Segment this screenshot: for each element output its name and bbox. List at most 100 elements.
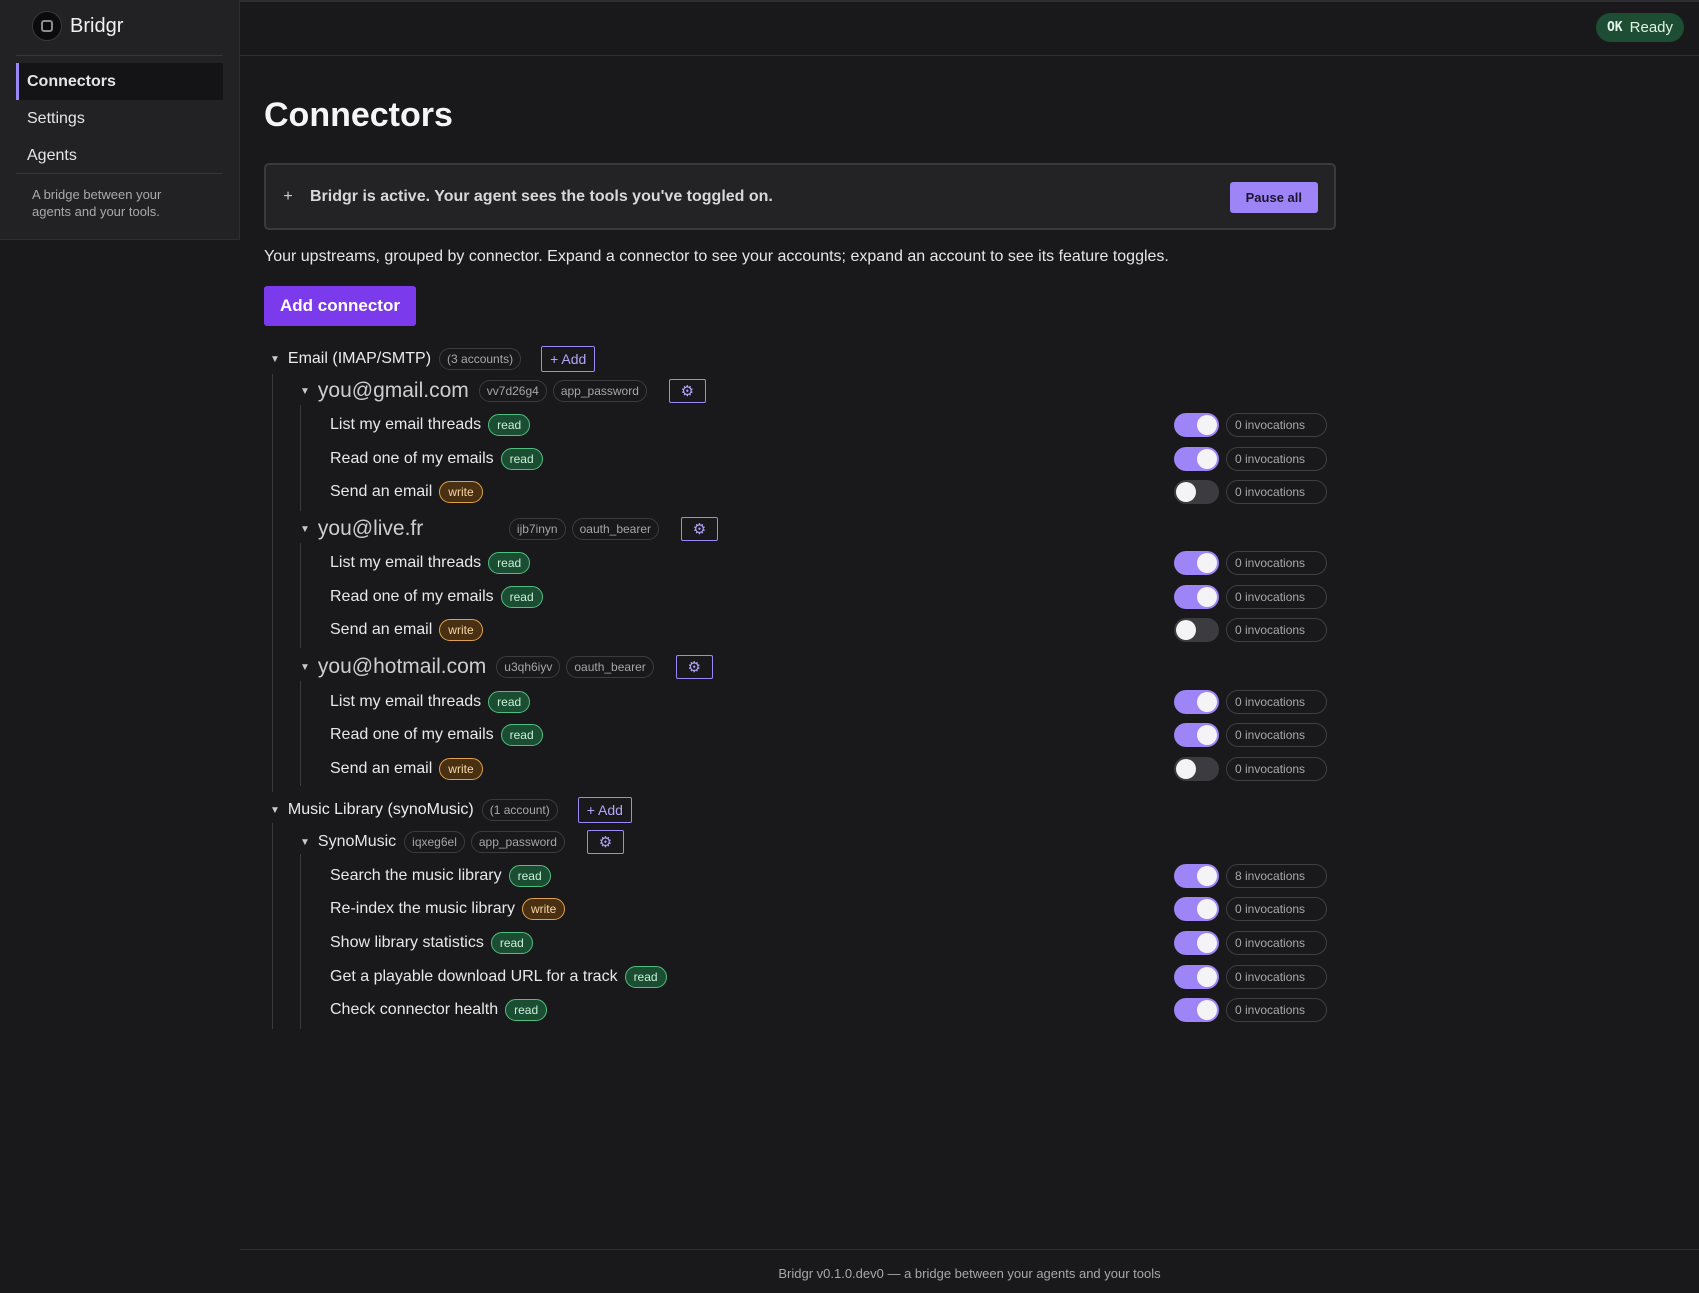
- gear-icon[interactable]: ⚙: [675, 655, 713, 679]
- status-banner: + Bridgr is active. Your agent sees the …: [264, 163, 1336, 230]
- footer: Bridgr v0.1.0.dev0 — a bridge between yo…: [778, 1266, 1161, 1281]
- feature-row: Send an email write: [330, 480, 483, 504]
- feature-toggle[interactable]: [1174, 551, 1219, 575]
- feature-row: List my email threads read: [330, 551, 531, 575]
- brand[interactable]: Bridgr: [32, 10, 123, 42]
- sidebar-divider: [16, 173, 223, 174]
- caret-down-icon[interactable]: ▼: [300, 661, 310, 673]
- auth-type-chip: oauth_bearer: [571, 518, 659, 540]
- gear-icon[interactable]: ⚙: [586, 830, 624, 854]
- feature-label: Get a playable download URL for a track: [330, 968, 618, 985]
- feature-toggle[interactable]: [1174, 413, 1219, 437]
- invocations-badge: 0 invocations: [1226, 965, 1327, 989]
- caret-down-icon[interactable]: ▼: [300, 385, 310, 397]
- feature-label: Send an email: [330, 621, 433, 638]
- auth-type-chip: app_password: [470, 831, 565, 853]
- feature-toggle[interactable]: [1174, 585, 1219, 609]
- tree-line: [272, 823, 273, 1029]
- status-badge: OK Ready: [1595, 13, 1684, 42]
- account-row-hotmail: ▼ you@hotmail.com u3qh6iyv oauth_bearer …: [300, 652, 713, 682]
- intro-text: Your upstreams, grouped by connector. Ex…: [264, 248, 1169, 265]
- add-connector-button[interactable]: Add connector: [264, 286, 416, 326]
- connector-label[interactable]: Email (IMAP/SMTP): [287, 350, 432, 367]
- sidebar-item-settings[interactable]: Settings: [16, 100, 223, 137]
- connector-row-email: ▼ Email (IMAP/SMTP) (3 accounts) + Add: [270, 345, 596, 373]
- feature-label: Re-index the music library: [330, 900, 515, 917]
- banner-text: Bridgr is active. Your agent sees the to…: [310, 187, 773, 205]
- auth-type-chip: oauth_bearer: [566, 656, 654, 678]
- feature-toggle[interactable]: [1174, 864, 1219, 888]
- feature-row: Check connector health read: [330, 998, 548, 1022]
- account-count-badge: (1 account): [481, 799, 558, 821]
- invocations-badge: 0 invocations: [1226, 998, 1327, 1022]
- feature-toggle[interactable]: [1174, 690, 1219, 714]
- account-id-chip: ijb7inyn: [508, 518, 566, 540]
- gear-icon[interactable]: ⚙: [681, 517, 718, 541]
- feature-toggle[interactable]: [1174, 757, 1219, 781]
- read-badge: read: [488, 691, 531, 713]
- feature-toggle[interactable]: [1174, 723, 1219, 747]
- auth-type-chip: app_password: [552, 380, 647, 402]
- add-account-button[interactable]: + Add: [541, 346, 596, 372]
- sidebar-item-agents[interactable]: Agents: [16, 137, 223, 174]
- read-badge: read: [508, 865, 551, 887]
- sidebar-item-label: Connectors: [27, 72, 116, 90]
- feature-label: Send an email: [330, 483, 433, 500]
- sidebar-tagline: A bridge between your agents and your to…: [32, 187, 162, 219]
- feature-row: Show library statistics read: [330, 931, 533, 955]
- feature-label: List my email threads: [330, 416, 482, 433]
- feature-toggle[interactable]: [1174, 897, 1219, 921]
- invocations-badge: 0 invocations: [1226, 447, 1327, 471]
- read-badge: read: [500, 724, 543, 746]
- feature-toggle[interactable]: [1174, 618, 1219, 642]
- caret-down-icon[interactable]: ▼: [270, 804, 280, 816]
- feature-toggle[interactable]: [1174, 965, 1219, 989]
- bridgr-logo-icon: [32, 11, 62, 41]
- account-label[interactable]: you@hotmail.com: [317, 655, 487, 678]
- add-account-button[interactable]: + Add: [577, 797, 632, 823]
- invocations-badge: 0 invocations: [1226, 480, 1327, 504]
- sidebar-item-connectors[interactable]: Connectors: [16, 63, 223, 100]
- sidebar-item-label: Agents: [27, 146, 77, 164]
- sidebar-divider: [16, 55, 223, 56]
- feature-toggle[interactable]: [1174, 931, 1219, 955]
- caret-down-icon[interactable]: ▼: [300, 523, 310, 535]
- feature-label: List my email threads: [330, 554, 482, 571]
- caret-down-icon[interactable]: ▼: [270, 353, 280, 365]
- write-badge: write: [439, 619, 483, 641]
- connector-label[interactable]: Music Library (synoMusic): [287, 801, 474, 818]
- account-count-badge: (3 accounts): [439, 348, 522, 370]
- status-label: Ready: [1629, 19, 1673, 36]
- feature-label: Read one of my emails: [330, 450, 494, 467]
- tree-line: [300, 543, 301, 648]
- gear-icon[interactable]: ⚙: [668, 379, 706, 403]
- invocations-badge: 0 invocations: [1226, 618, 1327, 642]
- caret-down-icon[interactable]: ▼: [300, 836, 310, 848]
- account-label[interactable]: you@live.fr: [317, 517, 424, 540]
- account-label[interactable]: SynoMusic: [317, 833, 397, 850]
- invocations-badge: 0 invocations: [1226, 931, 1327, 955]
- read-badge: read: [500, 448, 543, 470]
- status-ok: OK: [1606, 20, 1623, 35]
- brand-name: Bridgr: [70, 14, 124, 37]
- feature-toggle[interactable]: [1174, 447, 1219, 471]
- tree-line: [272, 374, 273, 792]
- pause-all-button[interactable]: Pause all: [1229, 182, 1318, 213]
- feature-toggle[interactable]: [1174, 998, 1219, 1022]
- account-row-gmail: ▼ you@gmail.com vv7d26g4 app_password ⚙: [300, 376, 706, 406]
- account-row-synomusic: ▼ SynoMusic iqxeg6el app_password ⚙: [300, 829, 624, 855]
- connector-row-music: ▼ Music Library (synoMusic) (1 account) …: [270, 796, 632, 824]
- account-label[interactable]: you@gmail.com: [317, 379, 469, 402]
- sidebar-nav: Connectors Settings Agents: [16, 63, 223, 174]
- write-badge: write: [439, 481, 483, 503]
- read-badge: read: [505, 999, 548, 1021]
- feature-label: Show library statistics: [330, 934, 484, 951]
- plus-icon[interactable]: +: [283, 187, 293, 205]
- invocations-badge: 0 invocations: [1226, 551, 1327, 575]
- feature-toggle[interactable]: [1174, 480, 1219, 504]
- sidebar-item-label: Settings: [27, 109, 85, 127]
- read-badge: read: [500, 586, 543, 608]
- read-badge: read: [490, 932, 533, 954]
- feature-row: Re-index the music library write: [330, 897, 566, 921]
- feature-row: Search the music library read: [330, 864, 551, 888]
